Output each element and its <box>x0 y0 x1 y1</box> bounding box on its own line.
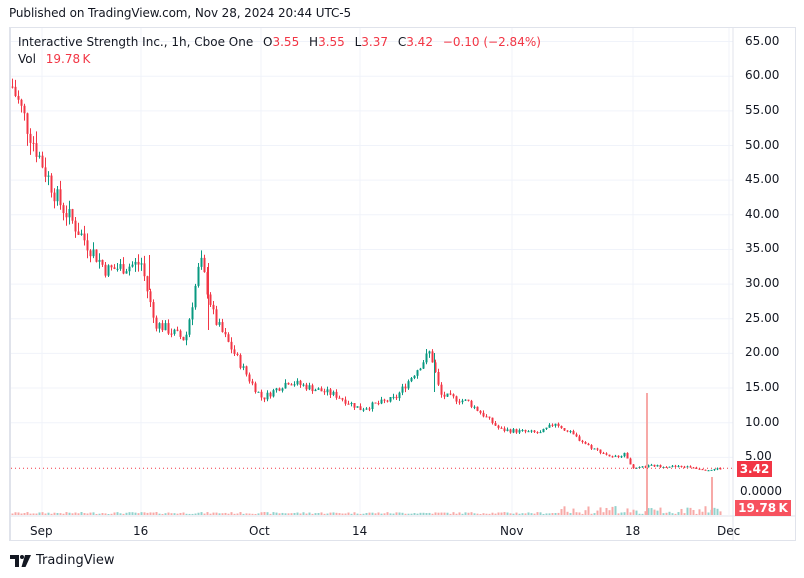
price-tick-label: 20.00 <box>745 345 780 360</box>
price-tick-label: 15.00 <box>745 380 780 395</box>
legend-volume-row: Vol 19.78 K <box>18 51 541 68</box>
published-header: Published on TradingView.com, Nov 28, 20… <box>9 6 352 20</box>
price-tick-label: 65.00 <box>745 33 780 48</box>
time-tick-label: 14 <box>352 524 368 538</box>
price-tick-label: 45.00 <box>745 172 780 187</box>
open-label: O <box>263 35 273 49</box>
time-tick-label: Sep <box>30 524 53 538</box>
last-price-tag: 3.42 <box>737 461 772 477</box>
price-tick-label: 40.00 <box>745 206 780 221</box>
high-label: H <box>309 35 319 49</box>
price-tick-label: 25.00 <box>745 310 780 325</box>
legend-ohlc-row: Interactive Strength Inc., 1h, Cboe One … <box>18 34 541 51</box>
time-tick-label: Oct <box>249 524 270 538</box>
tradingview-brand: TradingView <box>36 553 115 568</box>
tradingview-logo[interactable]: TradingView <box>10 553 115 568</box>
price-tick-label: 30.00 <box>745 276 780 291</box>
price-tick-label: 10.00 <box>745 414 780 429</box>
time-tick-label: Nov <box>500 524 524 538</box>
price-tick-label: 55.00 <box>745 102 780 117</box>
tradingview-logo-icon <box>10 554 31 567</box>
symbol-name[interactable]: Interactive Strength Inc., 1h, Cboe One <box>18 35 254 49</box>
open-value: 3.55 <box>272 35 300 49</box>
chart-frame <box>9 27 796 541</box>
chart-legend: Interactive Strength Inc., 1h, Cboe One … <box>18 34 541 68</box>
price-tick-label: 50.00 <box>745 137 780 152</box>
close-label: C <box>397 35 407 49</box>
time-tick-label: 18 <box>625 524 641 538</box>
price-tick-label: 60.00 <box>745 68 780 83</box>
high-value: 3.55 <box>318 35 345 49</box>
time-tick-label: Dec <box>717 524 741 538</box>
price-tick-label: 35.00 <box>745 241 780 256</box>
volume-zero-label: 0.0000 <box>740 484 782 498</box>
low-value: 3.37 <box>361 35 389 49</box>
time-tick-label: 16 <box>133 524 149 538</box>
volume-value: 19.78 K <box>45 52 91 66</box>
low-label: L <box>354 35 362 49</box>
change-value: −0.10 (−2.84%) <box>442 35 541 49</box>
close-value: 3.42 <box>406 35 433 49</box>
last-volume-tag: 19.78 K <box>735 500 791 516</box>
volume-label: Vol <box>18 52 36 66</box>
price-tick-label: 5.00 <box>745 449 772 464</box>
